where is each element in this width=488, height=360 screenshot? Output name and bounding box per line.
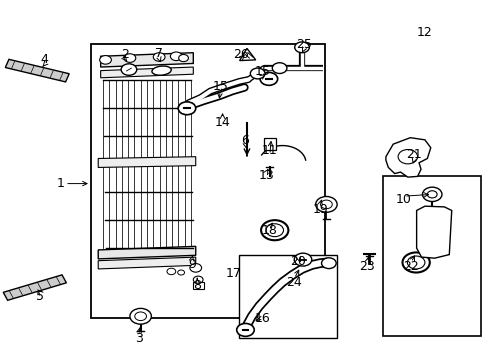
Polygon shape [385, 138, 430, 177]
Text: 10: 10 [395, 193, 411, 206]
Text: 2: 2 [121, 48, 129, 61]
Text: 16: 16 [255, 312, 270, 325]
Circle shape [427, 191, 436, 198]
Text: 14: 14 [214, 116, 230, 129]
Circle shape [130, 309, 151, 324]
Circle shape [178, 102, 195, 115]
Polygon shape [5, 59, 69, 82]
Text: 8: 8 [193, 279, 201, 292]
Text: 11: 11 [262, 144, 277, 157]
Circle shape [124, 54, 136, 62]
Circle shape [178, 54, 188, 62]
Circle shape [294, 253, 311, 266]
Text: 5: 5 [36, 290, 43, 303]
Circle shape [397, 149, 417, 164]
Circle shape [265, 224, 283, 237]
Circle shape [250, 68, 264, 79]
Circle shape [236, 323, 254, 336]
Circle shape [422, 187, 441, 202]
Polygon shape [98, 246, 195, 259]
Polygon shape [98, 157, 195, 167]
Polygon shape [98, 257, 195, 269]
Text: 20: 20 [289, 255, 305, 268]
Text: 1: 1 [56, 177, 64, 190]
Circle shape [407, 256, 424, 269]
Text: 12: 12 [416, 26, 432, 39]
Circle shape [121, 64, 137, 75]
Circle shape [153, 53, 164, 61]
Polygon shape [101, 67, 193, 78]
Bar [238, 255, 336, 338]
Text: 21: 21 [406, 148, 421, 161]
Circle shape [193, 276, 203, 283]
Polygon shape [239, 48, 255, 60]
Text: 24: 24 [286, 276, 302, 289]
Text: 13: 13 [258, 169, 274, 182]
Bar [383, 176, 480, 336]
Circle shape [170, 52, 182, 60]
Text: 15: 15 [255, 65, 270, 78]
Ellipse shape [152, 66, 171, 75]
Text: 6: 6 [241, 134, 249, 147]
Bar [264, 138, 276, 149]
Text: 26: 26 [232, 48, 248, 61]
Circle shape [294, 42, 309, 53]
Text: 19: 19 [311, 203, 327, 216]
Circle shape [260, 72, 277, 85]
Text: 7: 7 [155, 47, 163, 60]
Circle shape [315, 197, 336, 212]
Circle shape [272, 63, 286, 73]
Text: 23: 23 [359, 260, 374, 273]
Circle shape [166, 268, 175, 275]
Circle shape [135, 312, 146, 320]
Text: 18: 18 [262, 224, 277, 238]
Polygon shape [101, 53, 193, 67]
Circle shape [189, 264, 201, 272]
Polygon shape [416, 206, 451, 258]
Circle shape [320, 200, 331, 209]
Circle shape [402, 252, 429, 273]
Polygon shape [3, 275, 66, 300]
Circle shape [321, 258, 335, 269]
Text: 25: 25 [295, 38, 311, 51]
Circle shape [100, 55, 111, 64]
Text: 3: 3 [135, 332, 142, 345]
Text: 17: 17 [225, 267, 241, 280]
Circle shape [177, 270, 184, 275]
Bar [91, 44, 325, 318]
Text: 15: 15 [212, 80, 227, 93]
Bar [193, 282, 203, 289]
Circle shape [261, 220, 288, 240]
Text: 22: 22 [403, 260, 418, 273]
Text: 9: 9 [187, 258, 195, 271]
Text: 4: 4 [41, 53, 48, 66]
